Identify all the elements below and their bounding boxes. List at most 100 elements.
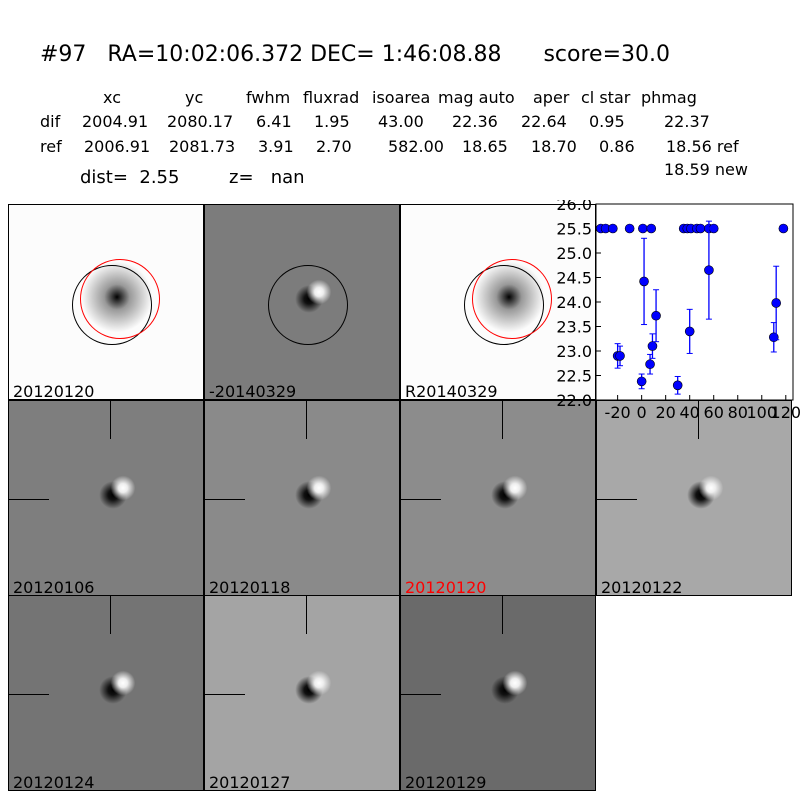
data-point [645,359,655,370]
page-title: #97 RA=10:02:06.372 DEC= 1:46:08.88 scor… [40,42,670,67]
positive-residual [503,670,527,696]
aperture-circle [268,265,348,345]
crosshair-vertical [306,401,307,439]
data-point [638,223,648,234]
table-cell: 2081.73 [169,137,236,156]
y-tick-label: 24.0 [556,293,592,312]
table-cell: 18.65 [462,137,508,156]
image-panel: 20120120 [8,204,204,400]
column-header: cl star [581,88,631,107]
x-tick-label: 100 [746,403,777,422]
x-tick-label: 40 [680,403,700,422]
x-tick-label: 120 [771,403,800,422]
row-label: dif [40,112,61,131]
column-header: mag auto [438,88,515,107]
x-tick-label: 0 [637,403,647,422]
positive-residual [111,670,135,696]
data-point [695,223,706,234]
crosshair-horizontal [401,499,441,500]
column-header: aper [533,88,570,107]
image-panel: -20140329 [204,204,400,400]
table-cell: 0.86 [599,137,635,156]
panel-label: 20120122 [601,578,683,596]
y-tick-label: 25.0 [556,244,592,263]
positive-residual [307,475,331,501]
crosshair-vertical [502,401,503,439]
table-cell: 22.37 [664,112,710,131]
data-point [647,341,658,351]
column-header: phmag [641,88,697,107]
column-header: fluxrad [303,88,360,107]
column-header: isoarea [372,88,431,107]
crosshair-horizontal [205,499,245,500]
data-point [672,380,683,391]
data-point [708,223,719,234]
x-tick-label: -20 [605,403,631,422]
crosshair-vertical [306,596,307,634]
crosshair-vertical [110,596,111,634]
positive-residual [111,475,135,501]
table-cell: 2006.91 [84,137,151,156]
dist-value: dist= 2.55 [80,167,180,188]
positive-residual [307,670,331,696]
data-point [768,332,779,343]
panel-label: 20120127 [209,773,291,791]
data-point [778,223,789,234]
table-cell: 2080.17 [167,112,234,131]
crosshair-horizontal [401,694,441,695]
x-tick-label: 20 [655,403,675,422]
new-phmag: 18.59 new [664,160,748,179]
data-point [704,265,714,275]
panel-label: 20120118 [209,578,291,596]
panel-label: 20120120 [405,578,487,596]
data-point [646,223,657,234]
y-tick-label: 22.0 [556,391,592,410]
plot-area [595,203,794,401]
panel-label: 20120106 [13,578,95,596]
aperture-circle-ref [472,259,552,339]
x-tick-label: 60 [704,403,724,422]
table-cell: 43.00 [378,112,424,131]
crosshair-horizontal [9,694,49,695]
table-cell: 1.95 [314,112,350,131]
data-point [639,276,649,287]
image-panel: 20120106 [8,400,204,596]
data-point [636,376,647,387]
aperture-circle-ref [80,259,160,339]
y-tick-label: 26.0 [556,200,592,214]
lightcurve-plot: 22.0 22.5 23.0 23.5 24.0 24.5 25.0 25.5 26.0 -20 0… [556,200,800,422]
image-panel: 20120127 [204,595,400,791]
crosshair-horizontal [205,694,245,695]
column-header: xc [103,88,121,107]
panel-label: 20120124 [13,773,95,791]
y-tick-label: 23.5 [556,318,592,337]
panel-label: R20140329 [405,382,498,400]
y-tick-label: 24.5 [556,269,592,288]
y-tick-label: 23.0 [556,342,592,361]
x-tick-label: 80 [728,403,748,422]
crosshair-vertical [698,401,699,439]
data-point [608,223,618,234]
crosshair-horizontal [9,499,49,500]
column-header: fwhm [246,88,291,107]
data-point [624,223,635,234]
table-cell: 22.64 [521,112,567,131]
image-panel: 20120118 [204,400,400,596]
positive-residual [699,475,723,501]
z-value: z= nan [229,167,305,188]
table-cell: 2.70 [316,137,352,156]
image-panel: R20140329 [400,204,596,400]
panel-label: 20120129 [405,773,487,791]
data-point [615,351,625,361]
table-cell: 22.36 [452,112,498,131]
table-cell: 6.41 [256,112,292,131]
y-tick-label: 25.5 [556,220,592,239]
table-cell: 18.70 [531,137,577,156]
column-header: yc [185,88,204,107]
positive-residual [503,475,527,501]
data-point [771,298,781,308]
image-panel: 20120122 [596,400,792,596]
crosshair-vertical [502,596,503,634]
crosshair-vertical [110,401,111,439]
table-cell: 18.56 ref [666,137,739,156]
